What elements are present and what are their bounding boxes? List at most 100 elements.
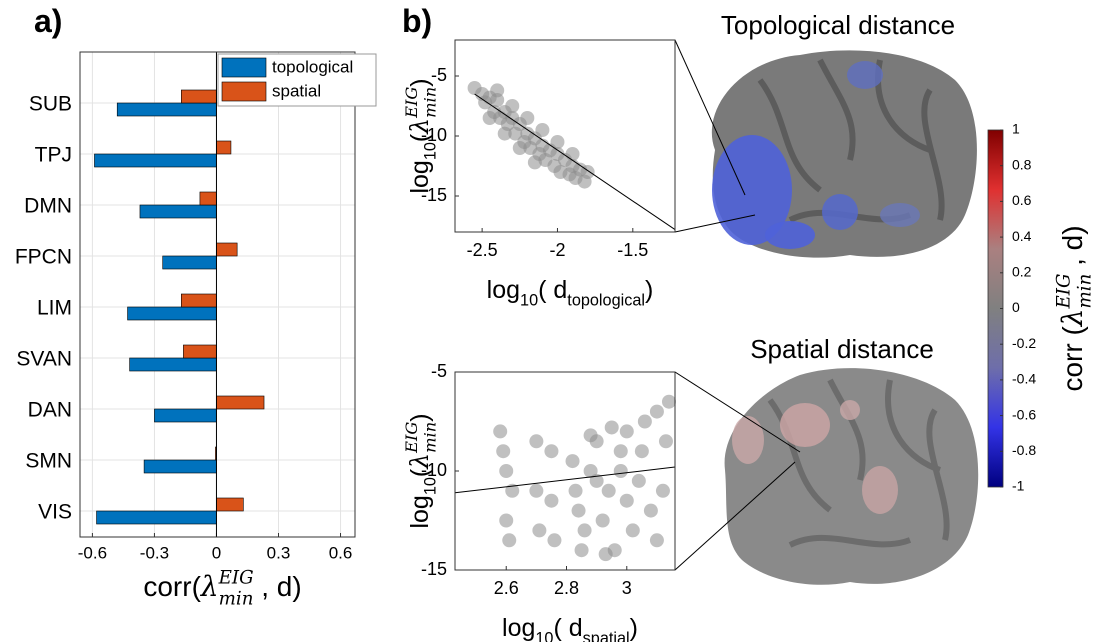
colorbar-tick-label: 0.4	[1012, 228, 1032, 244]
x-tick-label: 0.3	[267, 543, 291, 562]
y-axis-label-part: EIG	[402, 87, 421, 119]
brain-patch	[880, 203, 920, 227]
x-tick-label: 2.8	[554, 578, 579, 598]
brain-sulci	[767, 378, 950, 548]
zoom-line	[674, 461, 796, 571]
x-tick-label: -1.5	[617, 240, 648, 260]
point	[497, 126, 512, 141]
y-axis-label-part: )	[406, 78, 434, 86]
y-axis-label-part: λ	[405, 453, 434, 470]
y-tick-label: -10	[421, 125, 447, 145]
point	[529, 483, 544, 498]
colorbar-label-part: corr (	[1057, 326, 1088, 392]
point	[565, 454, 580, 469]
x-tick-label: -0.6	[78, 543, 107, 562]
bar	[216, 395, 265, 410]
y-tick-label: VIS	[38, 501, 72, 524]
point	[601, 483, 616, 498]
x-axis-label-part: spatial	[583, 630, 630, 642]
brain-patch	[822, 194, 858, 230]
point	[499, 513, 514, 528]
colorbar-label-part: λ	[1056, 308, 1089, 327]
point	[512, 141, 527, 155]
brain-sulci	[757, 58, 945, 223]
point	[643, 503, 658, 518]
bar	[216, 242, 238, 257]
axes-box	[454, 371, 676, 571]
bar	[162, 255, 217, 270]
bar	[181, 293, 217, 308]
brain-patch	[732, 416, 764, 464]
legend-label: spatial	[272, 81, 321, 100]
brain-patch	[847, 61, 883, 89]
y-axis-label-part: min	[421, 87, 440, 118]
point	[649, 533, 664, 548]
bar	[127, 306, 217, 321]
y-tick-label: FPCN	[15, 246, 72, 269]
point	[631, 473, 646, 488]
x-axis-label-part: λ	[200, 570, 219, 603]
point	[634, 444, 649, 459]
y-tick-label: SVAN	[16, 348, 72, 371]
colorbar-tick-label: -0.4	[1012, 371, 1036, 387]
y-tick-label: LIM	[37, 297, 72, 320]
x-tick-label: 0.6	[329, 543, 353, 562]
bar	[139, 204, 217, 219]
x-tick-label: 0	[212, 543, 221, 562]
x-axis-label-part: ( d	[538, 276, 567, 304]
x-axis-label-part: 10	[535, 630, 553, 642]
bar	[94, 153, 217, 168]
point	[661, 394, 676, 409]
x-axis-label: log10( dtopological)	[487, 276, 654, 310]
colorbar-tick-label: -0.8	[1012, 442, 1036, 458]
point	[493, 424, 508, 439]
point	[625, 523, 640, 538]
bar	[183, 344, 217, 359]
y-tick-label: DMN	[24, 195, 72, 218]
colorbar-tick-label: 0	[1012, 299, 1020, 315]
point	[520, 111, 535, 125]
x-axis-label-part: ( d	[553, 614, 582, 642]
y-tick-label: TPJ	[35, 144, 72, 167]
point	[532, 523, 547, 538]
point	[583, 428, 598, 443]
legend-label: topological	[272, 57, 353, 76]
x-axis-label-part: topological	[567, 292, 645, 310]
y-tick-label: -5	[431, 361, 447, 381]
fit-line	[474, 93, 676, 231]
point	[502, 533, 517, 548]
point	[604, 420, 619, 435]
point	[598, 547, 613, 562]
colorbar-tick-label: 0.8	[1012, 156, 1032, 172]
plot-area	[80, 52, 355, 537]
y-axis-label-part: log	[406, 495, 434, 528]
colorbar-tick-label: 0.2	[1012, 264, 1032, 280]
point	[571, 503, 586, 518]
point	[490, 93, 505, 107]
legend-swatch	[221, 81, 267, 102]
x-tick-label: -2	[549, 240, 565, 260]
bar	[216, 140, 232, 155]
zoom-lines	[674, 39, 801, 571]
brain-patch	[712, 135, 792, 245]
x-axis-label-part: min	[219, 588, 254, 609]
point	[658, 434, 673, 449]
y-tick-label: -15	[421, 559, 447, 579]
colorbar-label-part: EIG	[1053, 273, 1074, 309]
chart-title: Topological distance	[721, 10, 955, 40]
x-axis-label-part: 10	[520, 292, 538, 310]
bar	[96, 510, 217, 525]
point	[637, 414, 652, 429]
point	[619, 424, 634, 439]
point	[550, 135, 565, 149]
bar	[216, 497, 244, 512]
panel-label: a)	[34, 3, 62, 39]
y-tick-label: -15	[421, 185, 447, 205]
chart-title: Spatial distance	[750, 334, 934, 364]
x-tick-label: -2.5	[467, 240, 498, 260]
bar	[154, 408, 217, 423]
brain-bottom	[724, 368, 979, 585]
point	[655, 483, 670, 498]
x-tick-label: 2.6	[494, 578, 519, 598]
